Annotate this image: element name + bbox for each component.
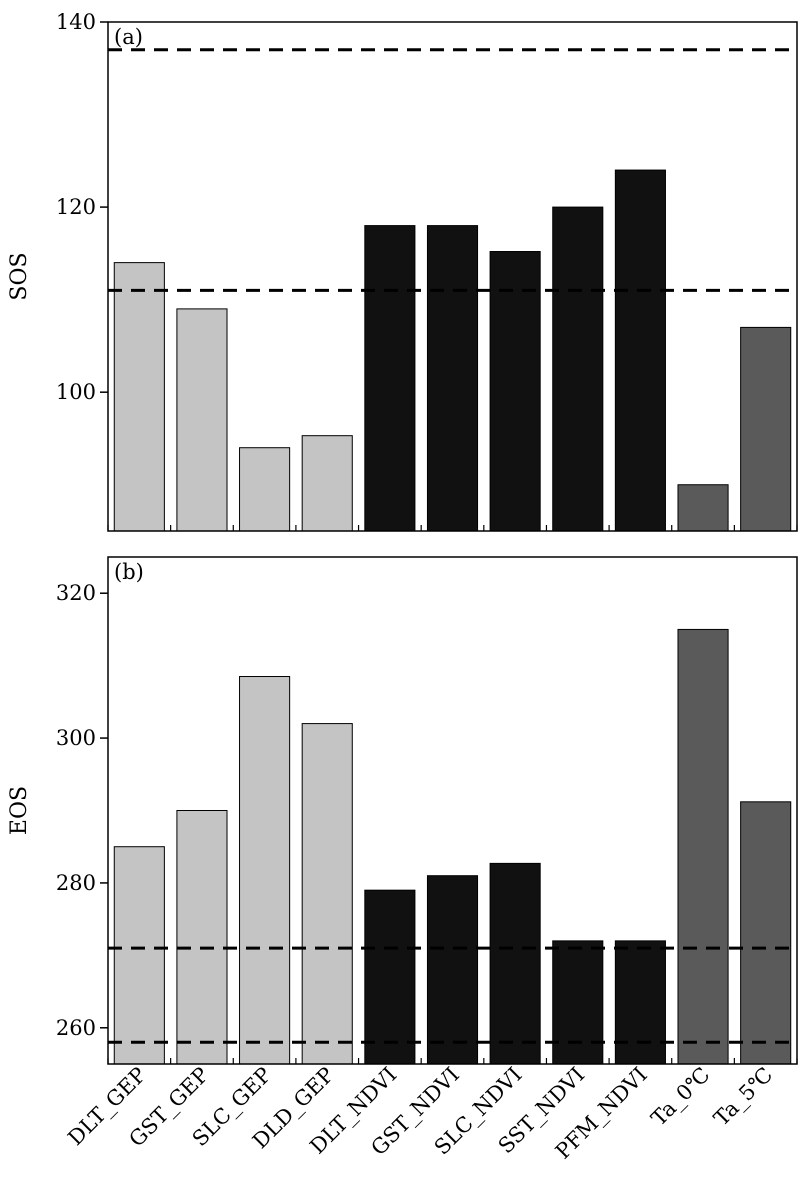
panel-a-bar-8 xyxy=(552,206,604,532)
panel-a: 100 120 140 (a) SOS xyxy=(7,10,798,532)
panel-b-bar-5 xyxy=(364,889,416,1065)
panel-a-ytick-label-1: 100 xyxy=(56,380,96,404)
panel-b-y-axis-label: EOS xyxy=(7,786,32,835)
panel-a-ytick-label-3: 140 xyxy=(56,10,96,34)
panel-b-bar-4 xyxy=(301,723,353,1065)
panel-a-bar-1 xyxy=(113,262,165,532)
panel-b-bar-7 xyxy=(489,862,541,1065)
panel-b: 260 280 300 320 (b) EOS xyxy=(7,556,798,1065)
panel-a-bar-5 xyxy=(364,225,416,532)
category-labels: DLT_GEPGST_GEPSLC_GEPDLD_GEPDLT_NDVIGST_… xyxy=(63,1063,777,1164)
panel-a-y-axis-label: SOS xyxy=(7,252,32,300)
panel-b-bar-6 xyxy=(426,875,479,1065)
category-label-10: Ta_0℃ xyxy=(647,1063,715,1131)
panel-a-frame xyxy=(107,21,798,532)
panel-b-bar-8 xyxy=(552,940,604,1065)
panel-b-ytick-label-1: 260 xyxy=(56,1016,96,1040)
panel-a-ytick-label-2: 120 xyxy=(56,195,96,219)
panel-b-bar-2 xyxy=(176,810,228,1065)
panel-a-bar-9 xyxy=(614,169,666,532)
panel-b-panel-label: (b) xyxy=(114,560,144,584)
category-label-11: Ta_5℃ xyxy=(709,1063,777,1131)
panel-a-bar-2 xyxy=(176,308,228,532)
panel-b-frame xyxy=(107,556,798,1065)
panel-b-bar-3 xyxy=(239,676,291,1065)
panel-b-ytick-label-3: 300 xyxy=(56,726,96,750)
panel-a-bar-7 xyxy=(489,251,541,532)
panel-a-bar-6 xyxy=(426,225,479,532)
panel-b-bar-10 xyxy=(677,628,729,1065)
panel-b-bar-1 xyxy=(113,846,165,1065)
panel-a-bar-4 xyxy=(301,435,353,532)
panel-b-ytick-label-2: 280 xyxy=(56,871,96,895)
panel-a-bar-3 xyxy=(239,447,291,532)
panel-b-ytick-label-4: 320 xyxy=(56,581,96,605)
panel-a-bar-11 xyxy=(740,326,792,532)
panel-a-bar-10 xyxy=(677,484,729,532)
panel-b-bar-9 xyxy=(614,940,666,1065)
panel-a-panel-label: (a) xyxy=(114,25,143,49)
panel-b-bar-11 xyxy=(740,801,792,1065)
